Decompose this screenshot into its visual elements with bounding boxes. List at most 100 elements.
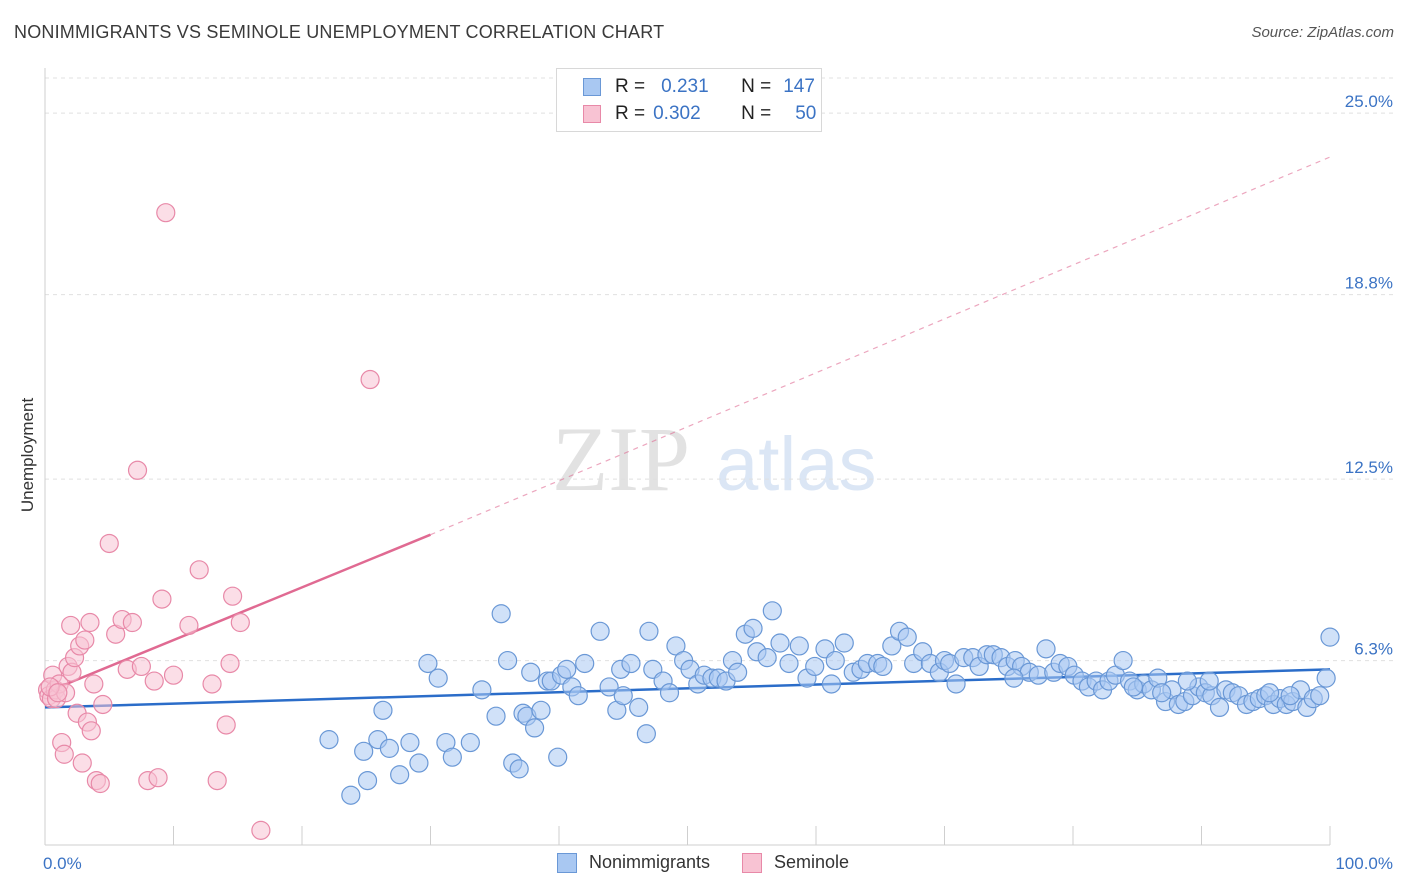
seminole-point	[81, 721, 101, 741]
axes	[44, 68, 1331, 846]
y-tick-label: 12.5%	[1345, 458, 1393, 477]
nonimmigrants-point	[418, 653, 438, 674]
y-tick-labels: 6.3% 12.5% 18.8% 25.0%	[1345, 92, 1393, 658]
series-swatch-pink	[742, 852, 762, 873]
seminole-point	[127, 460, 148, 480]
x-tick-labels: 0.0% 100.0%	[43, 854, 1393, 873]
chart-title: NONIMMIGRANTS VS SEMINOLE UNEMPLOYMENT C…	[14, 22, 665, 42]
seminole-point	[122, 612, 142, 633]
nonimmigrants-point	[805, 656, 825, 677]
nonimmigrants-point	[557, 659, 577, 679]
nonimmigrants-point	[400, 732, 420, 753]
seminole-point	[152, 589, 172, 609]
nonimmigrants-point	[613, 686, 633, 706]
nonimmigrants-point	[1177, 671, 1197, 691]
seminole-point	[230, 612, 250, 633]
seminole-point	[189, 560, 209, 580]
nonimmigrants-point	[873, 656, 893, 677]
series-legend: Nonimmigrants Seminole	[0, 852, 1406, 873]
nonimmigrants-point	[341, 785, 361, 805]
nonimmigrants-point	[509, 759, 529, 779]
source-credit: Source: ZipAtlas.com	[1251, 24, 1394, 41]
seminole-point	[90, 773, 110, 794]
nonimmigrants-point	[779, 653, 799, 674]
nonimmigrants-point	[1320, 627, 1340, 647]
x-tick-label: 0.0%	[43, 854, 82, 873]
legend-n-value: 50	[795, 103, 817, 124]
nonimmigrants-point	[1280, 686, 1300, 706]
x-tick-label: 100.0%	[1335, 854, 1393, 873]
legend-swatch-pink	[583, 105, 601, 123]
seminole-point	[54, 744, 74, 764]
nonimmigrants-point	[498, 650, 518, 671]
nonimmigrants-point	[1199, 671, 1219, 691]
nonimmigrants-point	[789, 636, 809, 656]
nonimmigrants-point	[442, 747, 462, 767]
nonimmigrants-point	[357, 770, 378, 791]
nonimmigrants-point	[1123, 677, 1143, 697]
nonimmigrants-point	[568, 686, 588, 706]
seminole-trend-extension	[430, 156, 1331, 536]
nonimmigrants-point	[1209, 697, 1230, 718]
nonimmigrants-point	[821, 674, 842, 694]
legend-r-value: 0.302	[653, 103, 701, 124]
nonimmigrants-point	[409, 753, 429, 773]
nonimmigrants-point	[621, 653, 641, 674]
seminole-point	[220, 653, 240, 674]
nonimmigrants-point	[1036, 639, 1056, 659]
watermark: ZIP atlas	[552, 408, 877, 510]
legend-n-value: 147	[783, 76, 815, 97]
nonimmigrants-point	[491, 604, 511, 624]
seminole-point	[360, 369, 380, 390]
seminole-point	[163, 665, 184, 685]
nonimmigrants-point	[834, 633, 854, 653]
grid-lines	[45, 77, 1395, 662]
nonimmigrants-point	[379, 738, 399, 758]
nonimmigrants-point	[319, 730, 339, 750]
seminole-point	[99, 533, 119, 554]
seminole-point	[144, 671, 164, 691]
legend-n-label: N =	[741, 76, 772, 97]
nonimmigrants-point	[531, 700, 551, 720]
series-swatch-blue	[556, 852, 577, 873]
seminole-point	[75, 630, 95, 650]
seminole-point	[179, 615, 199, 636]
nonimmigrants-point	[743, 618, 763, 638]
seminole-point	[156, 203, 176, 223]
legend-row-nonimmigrants: R = 0.231 N = 147	[583, 75, 815, 99]
seminole-point	[84, 674, 104, 694]
nonimmigrants-point	[1316, 668, 1336, 688]
nonimmigrants-points	[319, 601, 1340, 805]
nonimmigrants-point	[354, 741, 374, 761]
series-label: Nonimmigrants	[588, 852, 710, 872]
seminole-point	[251, 820, 271, 840]
nonimmigrants-point	[1113, 650, 1133, 671]
nonimmigrants-point	[428, 668, 448, 688]
seminole-point	[131, 656, 151, 677]
seminole-point	[216, 715, 236, 735]
nonimmigrants-point	[590, 621, 610, 641]
nonimmigrants-point	[1260, 683, 1280, 703]
nonimmigrants-point	[897, 627, 917, 647]
nonimmigrants-point	[636, 724, 656, 744]
watermark-zip: ZIP	[552, 408, 690, 510]
nonimmigrants-point	[639, 621, 659, 641]
nonimmigrants-point	[486, 706, 506, 726]
seminole-point	[207, 770, 227, 791]
seminole-point	[72, 753, 92, 773]
series-label: Seminole	[774, 852, 850, 872]
legend-swatch-blue	[583, 78, 601, 96]
series-legend-seminole[interactable]: Seminole	[742, 852, 849, 873]
nonimmigrants-point	[728, 662, 748, 682]
seminole-point	[80, 612, 100, 633]
nonimmigrants-point	[390, 765, 410, 785]
nonimmigrants-point	[825, 650, 845, 671]
nonimmigrants-point	[629, 697, 649, 718]
series-legend-nonimmigrants[interactable]: Nonimmigrants	[556, 852, 710, 873]
y-tick-label: 25.0%	[1345, 92, 1393, 111]
y-tick-label: 18.8%	[1345, 274, 1393, 293]
seminole-point	[148, 768, 168, 788]
seminole-point	[61, 615, 81, 636]
nonimmigrants-point	[521, 662, 541, 682]
